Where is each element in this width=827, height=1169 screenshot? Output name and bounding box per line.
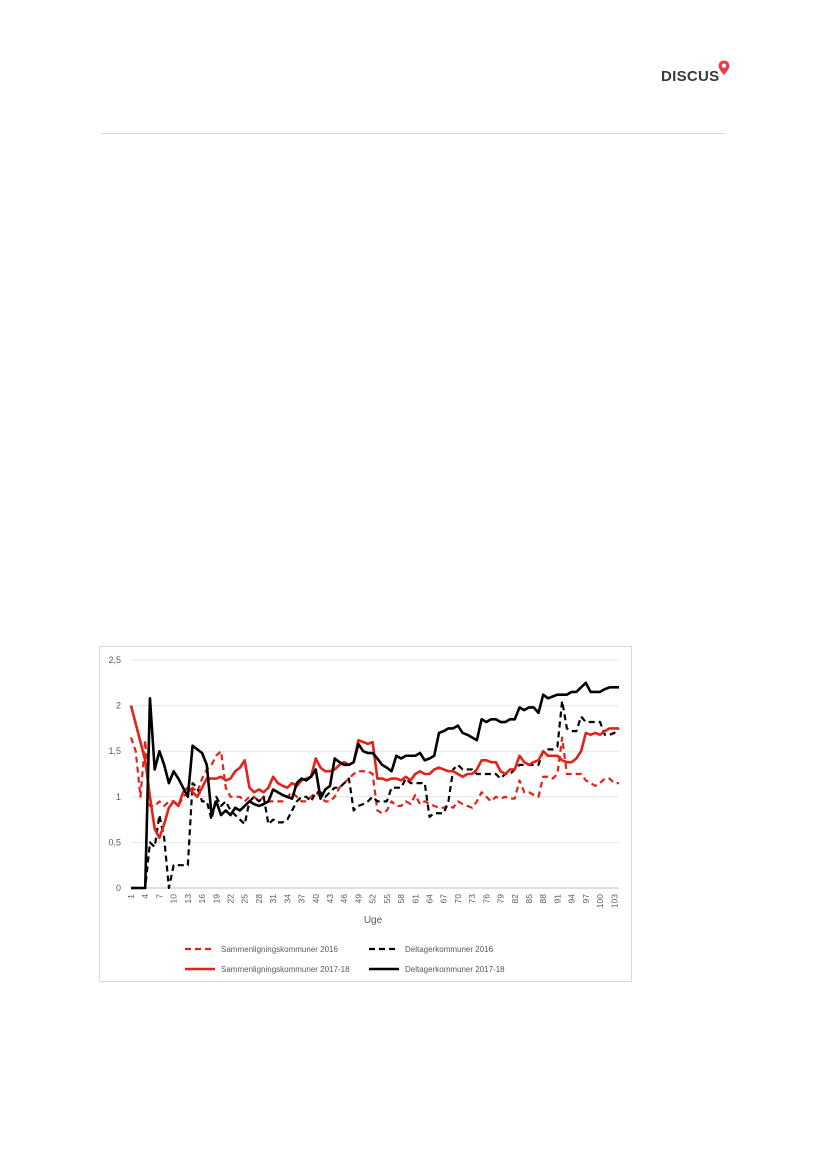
discus-logo: DISCUS: [661, 60, 730, 88]
x-axis-ticks: 1 4 7 10 13 16 19 22 25 28 31 34 37 40 43 46 49 52 55 58 61 6…: [126, 894, 619, 908]
x-tick-label: 49: [353, 894, 363, 904]
x-tick-label: 25: [240, 894, 250, 904]
y-tick-label: 0: [116, 883, 121, 893]
x-tick-label: 10: [169, 894, 179, 904]
logo-text: DISCUS: [661, 68, 720, 85]
x-tick-label: 73: [467, 894, 477, 904]
x-tick-label: 34: [282, 894, 292, 904]
x-tick-label: 103: [609, 894, 619, 908]
legend-label: Sammenligningskommuner 2017-18: [221, 965, 350, 974]
series-line: [129, 736, 619, 815]
x-tick-label: 22: [225, 894, 235, 904]
y-tick-label: 2,5: [108, 655, 121, 665]
x-tick-label: 28: [254, 894, 264, 904]
y-axis-ticks: 0 0,5 1 1,5 2 2,5: [108, 655, 121, 893]
y-tick-label: 2: [116, 701, 121, 711]
x-tick-label: 37: [297, 894, 307, 904]
chart-frame: 0 0,5 1 1,5 2 2,5 1 4 7 10 13 16 19 22 25 28 31 34 37 40 43…: [99, 646, 632, 982]
legend: Sammenligningskommuner 2016 Deltagerkommu…: [185, 945, 505, 974]
x-tick-label: 85: [524, 894, 534, 904]
legend-label: Deltagerkommuner 2017-18: [405, 965, 505, 974]
line-chart: 00,511,522,5 1 4 7 10 13 16 19 22 25 28 31 34 37 40 43…: [108, 655, 620, 974]
location-pin-icon: [719, 60, 730, 75]
x-tick-label: 7: [154, 894, 164, 899]
y-tick-label: 1,5: [108, 746, 121, 756]
x-tick-label: 88: [538, 894, 548, 904]
x-tick-label: 70: [453, 894, 463, 904]
x-tick-label: 58: [396, 894, 406, 904]
x-tick-label: 64: [424, 894, 434, 904]
x-tick-label: 13: [183, 894, 193, 904]
x-tick-label: 31: [268, 894, 278, 904]
x-tick-label: 67: [439, 894, 449, 904]
x-tick-label: 55: [382, 894, 392, 904]
x-tick-label: 76: [481, 894, 491, 904]
series-line: [129, 705, 619, 840]
x-tick-label: 1: [126, 894, 136, 899]
x-tick-label: 100: [595, 894, 605, 908]
x-tick-label: 40: [311, 894, 321, 904]
x-tick-label: 52: [368, 894, 378, 904]
gridlines: [131, 659, 619, 889]
x-tick-label: 4: [140, 894, 150, 899]
legend-label: Sammenligningskommuner 2016: [221, 945, 339, 954]
header-divider: [101, 133, 725, 134]
y-tick-label: 1: [116, 792, 121, 802]
x-tick-label: 43: [325, 894, 335, 904]
x-tick-label: 91: [552, 894, 562, 904]
x-tick-label: 79: [496, 894, 506, 904]
y-tick-label: 0,5: [108, 837, 121, 847]
x-tick-label: 82: [510, 894, 520, 904]
x-tick-label: 16: [197, 894, 207, 904]
x-tick-label: 97: [581, 894, 591, 904]
x-tick-label: 94: [567, 894, 577, 904]
series-line: [131, 681, 619, 890]
x-tick-label: 61: [410, 894, 420, 904]
x-axis-label: Uge: [364, 915, 383, 926]
legend-label: Deltagerkommuner 2016: [405, 945, 494, 954]
x-tick-label: 19: [211, 894, 221, 904]
x-tick-label: 46: [339, 894, 349, 904]
series-lines: [129, 681, 620, 890]
